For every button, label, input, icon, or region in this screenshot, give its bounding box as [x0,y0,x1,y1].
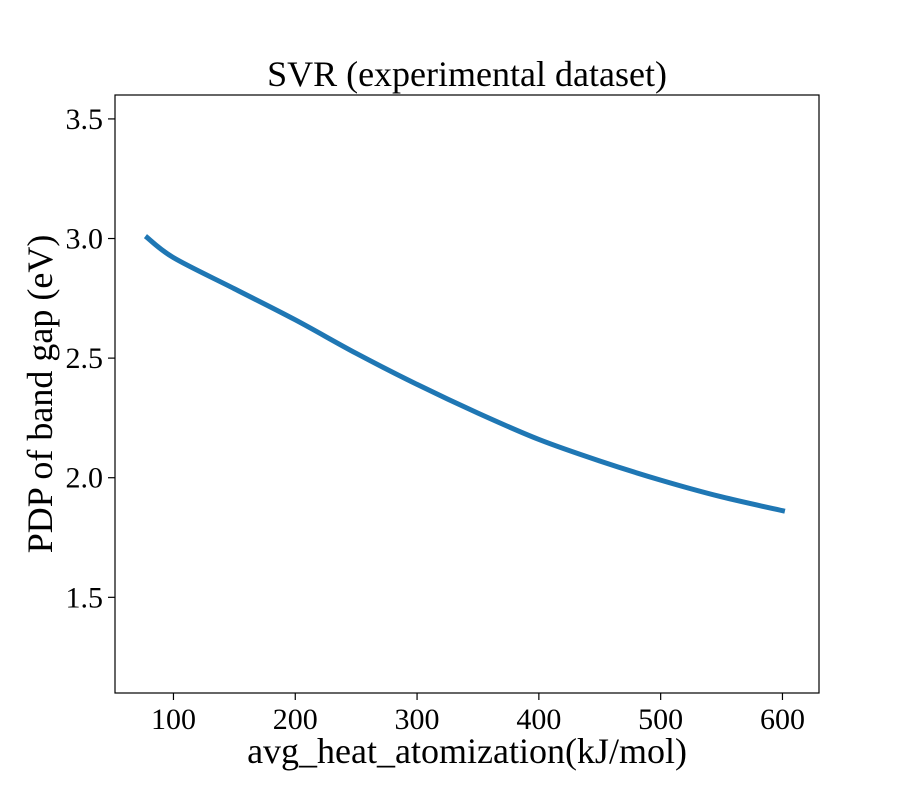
y-tick-label: 2.5 [66,342,104,375]
x-tick-label: 300 [395,703,440,736]
y-tick-label: 3.0 [66,223,104,256]
y-axis-ticks: 1.5 2.0 2.5 3.0 3.5 [66,103,115,614]
y-tick-label: 3.5 [66,103,104,136]
x-tick-label: 200 [273,703,318,736]
chart-title: SVR (experimental dataset) [267,54,667,94]
series-line [143,234,786,514]
x-tick-label: 100 [151,703,196,736]
y-tick-label: 2.0 [66,462,104,495]
x-tick-label: 600 [760,703,805,736]
y-axis-label: PDP of band gap (eV) [20,235,60,554]
x-axis-ticks: 100 200 300 400 500 600 [151,693,805,736]
x-tick-label: 400 [516,703,561,736]
x-axis-label: avg_heat_atomization(kJ/mol) [247,731,687,771]
plot-frame [114,94,820,694]
x-tick-label: 500 [638,703,683,736]
y-tick-label: 1.5 [66,581,104,614]
series-layer [143,234,786,514]
